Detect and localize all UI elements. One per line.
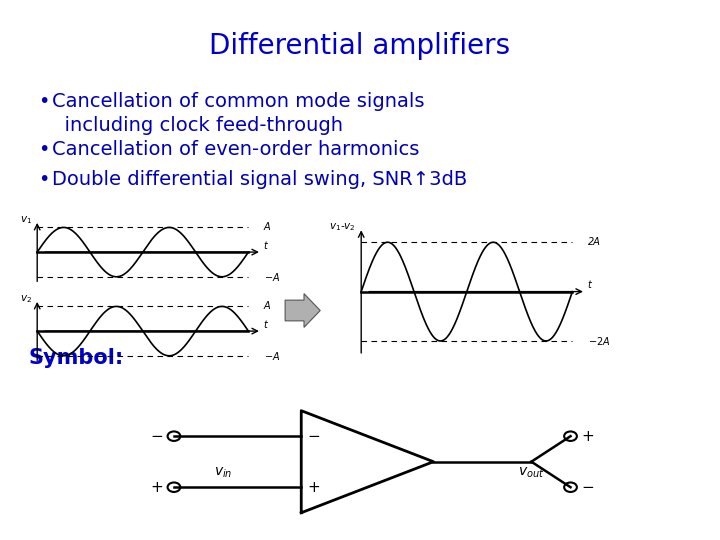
Text: t: t bbox=[588, 280, 591, 291]
Text: Cancellation of even-order harmonics: Cancellation of even-order harmonics bbox=[52, 140, 419, 159]
Text: A: A bbox=[264, 222, 270, 232]
Text: Cancellation of common mode signals: Cancellation of common mode signals bbox=[52, 92, 425, 111]
Text: including clock feed-through: including clock feed-through bbox=[52, 116, 343, 135]
Text: t: t bbox=[264, 241, 267, 251]
Text: −: − bbox=[307, 429, 320, 444]
Text: $-2A$: $-2A$ bbox=[588, 335, 610, 347]
Text: +: + bbox=[581, 429, 594, 444]
Text: $v_1$-$v_2$: $v_1$-$v_2$ bbox=[329, 221, 356, 233]
Text: t: t bbox=[264, 320, 267, 330]
Text: Differential amplifiers: Differential amplifiers bbox=[210, 32, 510, 60]
Text: A: A bbox=[264, 301, 270, 312]
FancyArrow shape bbox=[285, 294, 320, 327]
Text: $v_{in}$: $v_{in}$ bbox=[214, 465, 232, 480]
Text: $v_2$: $v_2$ bbox=[20, 293, 32, 305]
Text: +: + bbox=[307, 480, 320, 495]
Text: •: • bbox=[38, 170, 50, 189]
Text: •: • bbox=[38, 92, 50, 111]
Text: $v_1$: $v_1$ bbox=[20, 214, 32, 226]
Text: $v_{out}$: $v_{out}$ bbox=[518, 465, 544, 480]
Text: 2A: 2A bbox=[588, 237, 600, 247]
Text: −: − bbox=[581, 480, 594, 495]
Text: +: + bbox=[150, 480, 163, 495]
Text: $-A$: $-A$ bbox=[264, 271, 279, 283]
Text: −: − bbox=[150, 429, 163, 444]
Text: Symbol:: Symbol: bbox=[28, 348, 123, 368]
Text: •: • bbox=[38, 140, 50, 159]
Text: $-A$: $-A$ bbox=[264, 350, 279, 362]
Text: Double differential signal swing, SNR↑3dB: Double differential signal swing, SNR↑3d… bbox=[52, 170, 467, 189]
